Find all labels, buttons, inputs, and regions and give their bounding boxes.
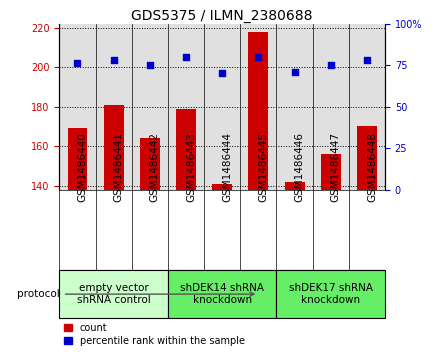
Bar [357,126,377,189]
Bar [212,184,232,189]
Bar [276,24,313,189]
Text: GSM1486441: GSM1486441 [114,132,124,202]
Text: GSM1486446: GSM1486446 [294,132,304,202]
Text: empty vector
shRNA control: empty vector shRNA control [77,284,150,305]
Text: GSM1486440: GSM1486440 [77,132,88,202]
Text: GSM1486448: GSM1486448 [367,132,377,202]
Bar [59,24,95,189]
Bar [321,154,341,189]
Bar [204,24,240,189]
Bar [240,24,276,189]
Text: shDEK14 shRNA
knockdown: shDEK14 shRNA knockdown [180,284,264,305]
Title: GDS5375 / ILMN_2380688: GDS5375 / ILMN_2380688 [132,9,313,23]
Text: protocol: protocol [17,289,254,299]
Bar [249,32,268,189]
Bar [140,138,160,189]
Legend: count, percentile rank within the sample: count, percentile rank within the sample [64,323,245,346]
Bar [168,270,276,318]
Text: shDEK17 shRNA
knockdown: shDEK17 shRNA knockdown [289,284,373,305]
Bar [313,24,349,189]
Bar [276,270,385,318]
Point [147,62,154,68]
Point [363,57,370,63]
Bar [59,270,168,318]
Text: GSM1486443: GSM1486443 [186,132,196,202]
Text: GSM1486445: GSM1486445 [258,132,268,202]
Point [255,54,262,60]
Bar [68,129,88,189]
Point [183,54,190,60]
Text: GSM1486442: GSM1486442 [150,132,160,202]
Bar [285,182,304,189]
Bar [95,24,132,189]
Bar [132,24,168,189]
Point [110,57,117,63]
Bar [349,24,385,189]
Bar [104,105,124,189]
Point [291,69,298,75]
Point [74,61,81,66]
Text: GSM1486447: GSM1486447 [331,132,341,202]
Bar [168,24,204,189]
Text: GSM1486444: GSM1486444 [222,132,232,202]
Point [327,62,334,68]
Bar [176,109,196,189]
Point [219,70,226,76]
